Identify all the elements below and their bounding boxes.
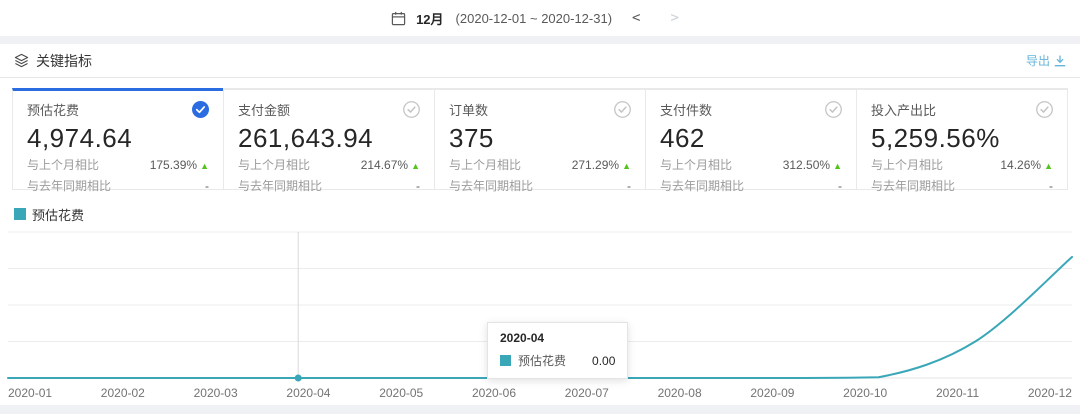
yoy-label: 与去年同期相比: [660, 179, 745, 193]
x-axis-labels: 2020-01 2020-02 2020-03 2020-04 2020-05 2020-…: [0, 382, 1080, 400]
chart-legend[interactable]: 预估花费: [14, 206, 1080, 223]
metric-label: 预估花费: [27, 103, 80, 118]
yoy-value: -: [416, 179, 420, 193]
key-metrics-panel: 关键指标 导出 预估花费 4,974.64 与上个月相比 175.39% ▲ 与去年…: [0, 44, 1080, 405]
metric-value: 5,259.56%: [871, 123, 1000, 153]
x-axis-tick-label: 2020-01: [8, 386, 53, 400]
metric-value: 261,643.94: [238, 123, 374, 153]
yoy-label: 与去年同期相比: [238, 179, 323, 193]
download-icon: [1054, 54, 1066, 67]
mom-value: 14.26% ▲: [1000, 158, 1053, 172]
panel-header: 关键指标 导出: [0, 44, 1080, 78]
yoy-label: 与去年同期相比: [871, 179, 956, 193]
check-circle-selected-icon[interactable]: [192, 101, 209, 118]
metric-card-order-count[interactable]: 订单数 375 与上个月相比 271.29% ▲ 与去年同期相比 -: [434, 88, 646, 193]
mom-label: 与上个月相比: [27, 158, 100, 172]
metric-card-paid-items[interactable]: 支付件数 462 与上个月相比 312.50% ▲ 与去年同期相比 -: [645, 88, 857, 193]
spend-line-chart[interactable]: 2020-04 预估花费 0.00 2020-01 2020-02 2020-03 2…: [0, 230, 1080, 400]
export-label: 导出: [1025, 54, 1050, 68]
yoy-value: -: [1049, 179, 1053, 193]
metric-card-estimated-spend[interactable]: 预估花费 4,974.64 与上个月相比 175.39% ▲ 与去年同期相比 -: [12, 88, 224, 193]
mom-label: 与上个月相比: [871, 158, 944, 172]
x-axis-tick-label: 2020-09: [750, 386, 795, 400]
x-axis-tick-label: 2020-12: [1027, 386, 1072, 400]
chart-gridlines: [8, 231, 1072, 342]
yoy-value: -: [627, 179, 631, 193]
mom-label: 与上个月相比: [660, 158, 733, 172]
up-triangle-icon: ▲: [1044, 161, 1053, 171]
legend-swatch: [14, 208, 26, 220]
up-triangle-icon: ▲: [622, 161, 631, 171]
up-triangle-icon: ▲: [200, 161, 209, 171]
tooltip-series-swatch: [500, 355, 511, 366]
selected-month[interactable]: 12月: [416, 11, 444, 27]
tooltip-date: 2020-04: [500, 331, 545, 345]
x-axis-tick-label: 2020-02: [100, 386, 145, 400]
x-axis-tick-label: 2020-06: [471, 386, 517, 400]
tooltip-series-name: 预估花费: [518, 354, 567, 368]
metric-card-payment-amount[interactable]: 支付金额 261,643.94 与上个月相比 214.67% ▲ 与去年同期相比 -: [223, 88, 435, 193]
panel-title: 关键指标: [36, 52, 92, 69]
yoy-label: 与去年同期相比: [27, 179, 112, 193]
check-circle-icon[interactable]: [403, 101, 420, 118]
date-range: (2020-12-01 ~ 2020-12-31): [455, 10, 613, 26]
metric-value: 4,974.64: [27, 123, 133, 153]
yoy-value: -: [838, 179, 842, 193]
x-axis-tick-label: 2020-04: [286, 386, 331, 400]
x-axis-tick-label: 2020-08: [657, 386, 702, 400]
x-axis-tick-label: 2020-03: [193, 386, 238, 400]
metric-label: 支付金额: [238, 103, 291, 118]
tooltip-value: 0.00: [592, 353, 616, 368]
metric-label: 订单数: [449, 103, 489, 118]
check-circle-icon[interactable]: [825, 101, 842, 118]
up-triangle-icon: ▲: [411, 161, 420, 171]
legend-label: 预估花费: [32, 207, 85, 223]
metric-label: 投入产出比: [871, 103, 937, 118]
mom-value: 312.50% ▲: [782, 158, 842, 172]
metric-cards-row: 预估花费 4,974.64 与上个月相比 175.39% ▲ 与去年同期相比 - 支付…: [12, 88, 1068, 193]
x-axis-tick-label: 2020-07: [564, 386, 609, 400]
mom-value: 175.39% ▲: [149, 158, 209, 172]
x-axis-tick-label: 2020-10: [843, 386, 888, 400]
yoy-label: 与去年同期相比: [449, 179, 534, 193]
metric-label: 支付件数: [660, 103, 713, 118]
yoy-value: -: [205, 179, 209, 193]
mom-value: 214.67% ▲: [360, 158, 420, 172]
x-axis-tick-label: 2020-05: [379, 386, 424, 400]
x-axis-tick-label: 2020-11: [935, 386, 980, 400]
check-circle-icon[interactable]: [614, 101, 631, 118]
next-month-button: >: [670, 10, 679, 26]
date-toolbar: 12月 (2020-12-01 ~ 2020-12-31) < >: [0, 0, 1080, 36]
mom-label: 与上个月相比: [238, 158, 311, 172]
check-circle-icon[interactable]: [1036, 101, 1053, 118]
up-triangle-icon: ▲: [833, 161, 842, 171]
calendar-icon: [391, 11, 406, 26]
layers-icon: [14, 53, 29, 68]
export-button[interactable]: 导出: [1026, 52, 1066, 69]
mom-label: 与上个月相比: [449, 158, 522, 172]
chart-tooltip: 2020-04 预估花费 0.00: [487, 322, 629, 379]
prev-month-button[interactable]: <: [632, 10, 641, 26]
metric-value: 375: [449, 123, 494, 153]
metric-card-roi[interactable]: 投入产出比 5,259.56% 与上个月相比 14.26% ▲ 与去年同期相比 -: [856, 88, 1068, 193]
metric-value: 462: [660, 123, 705, 153]
mom-value: 271.29% ▲: [571, 158, 631, 172]
hover-point-marker: [294, 374, 302, 382]
